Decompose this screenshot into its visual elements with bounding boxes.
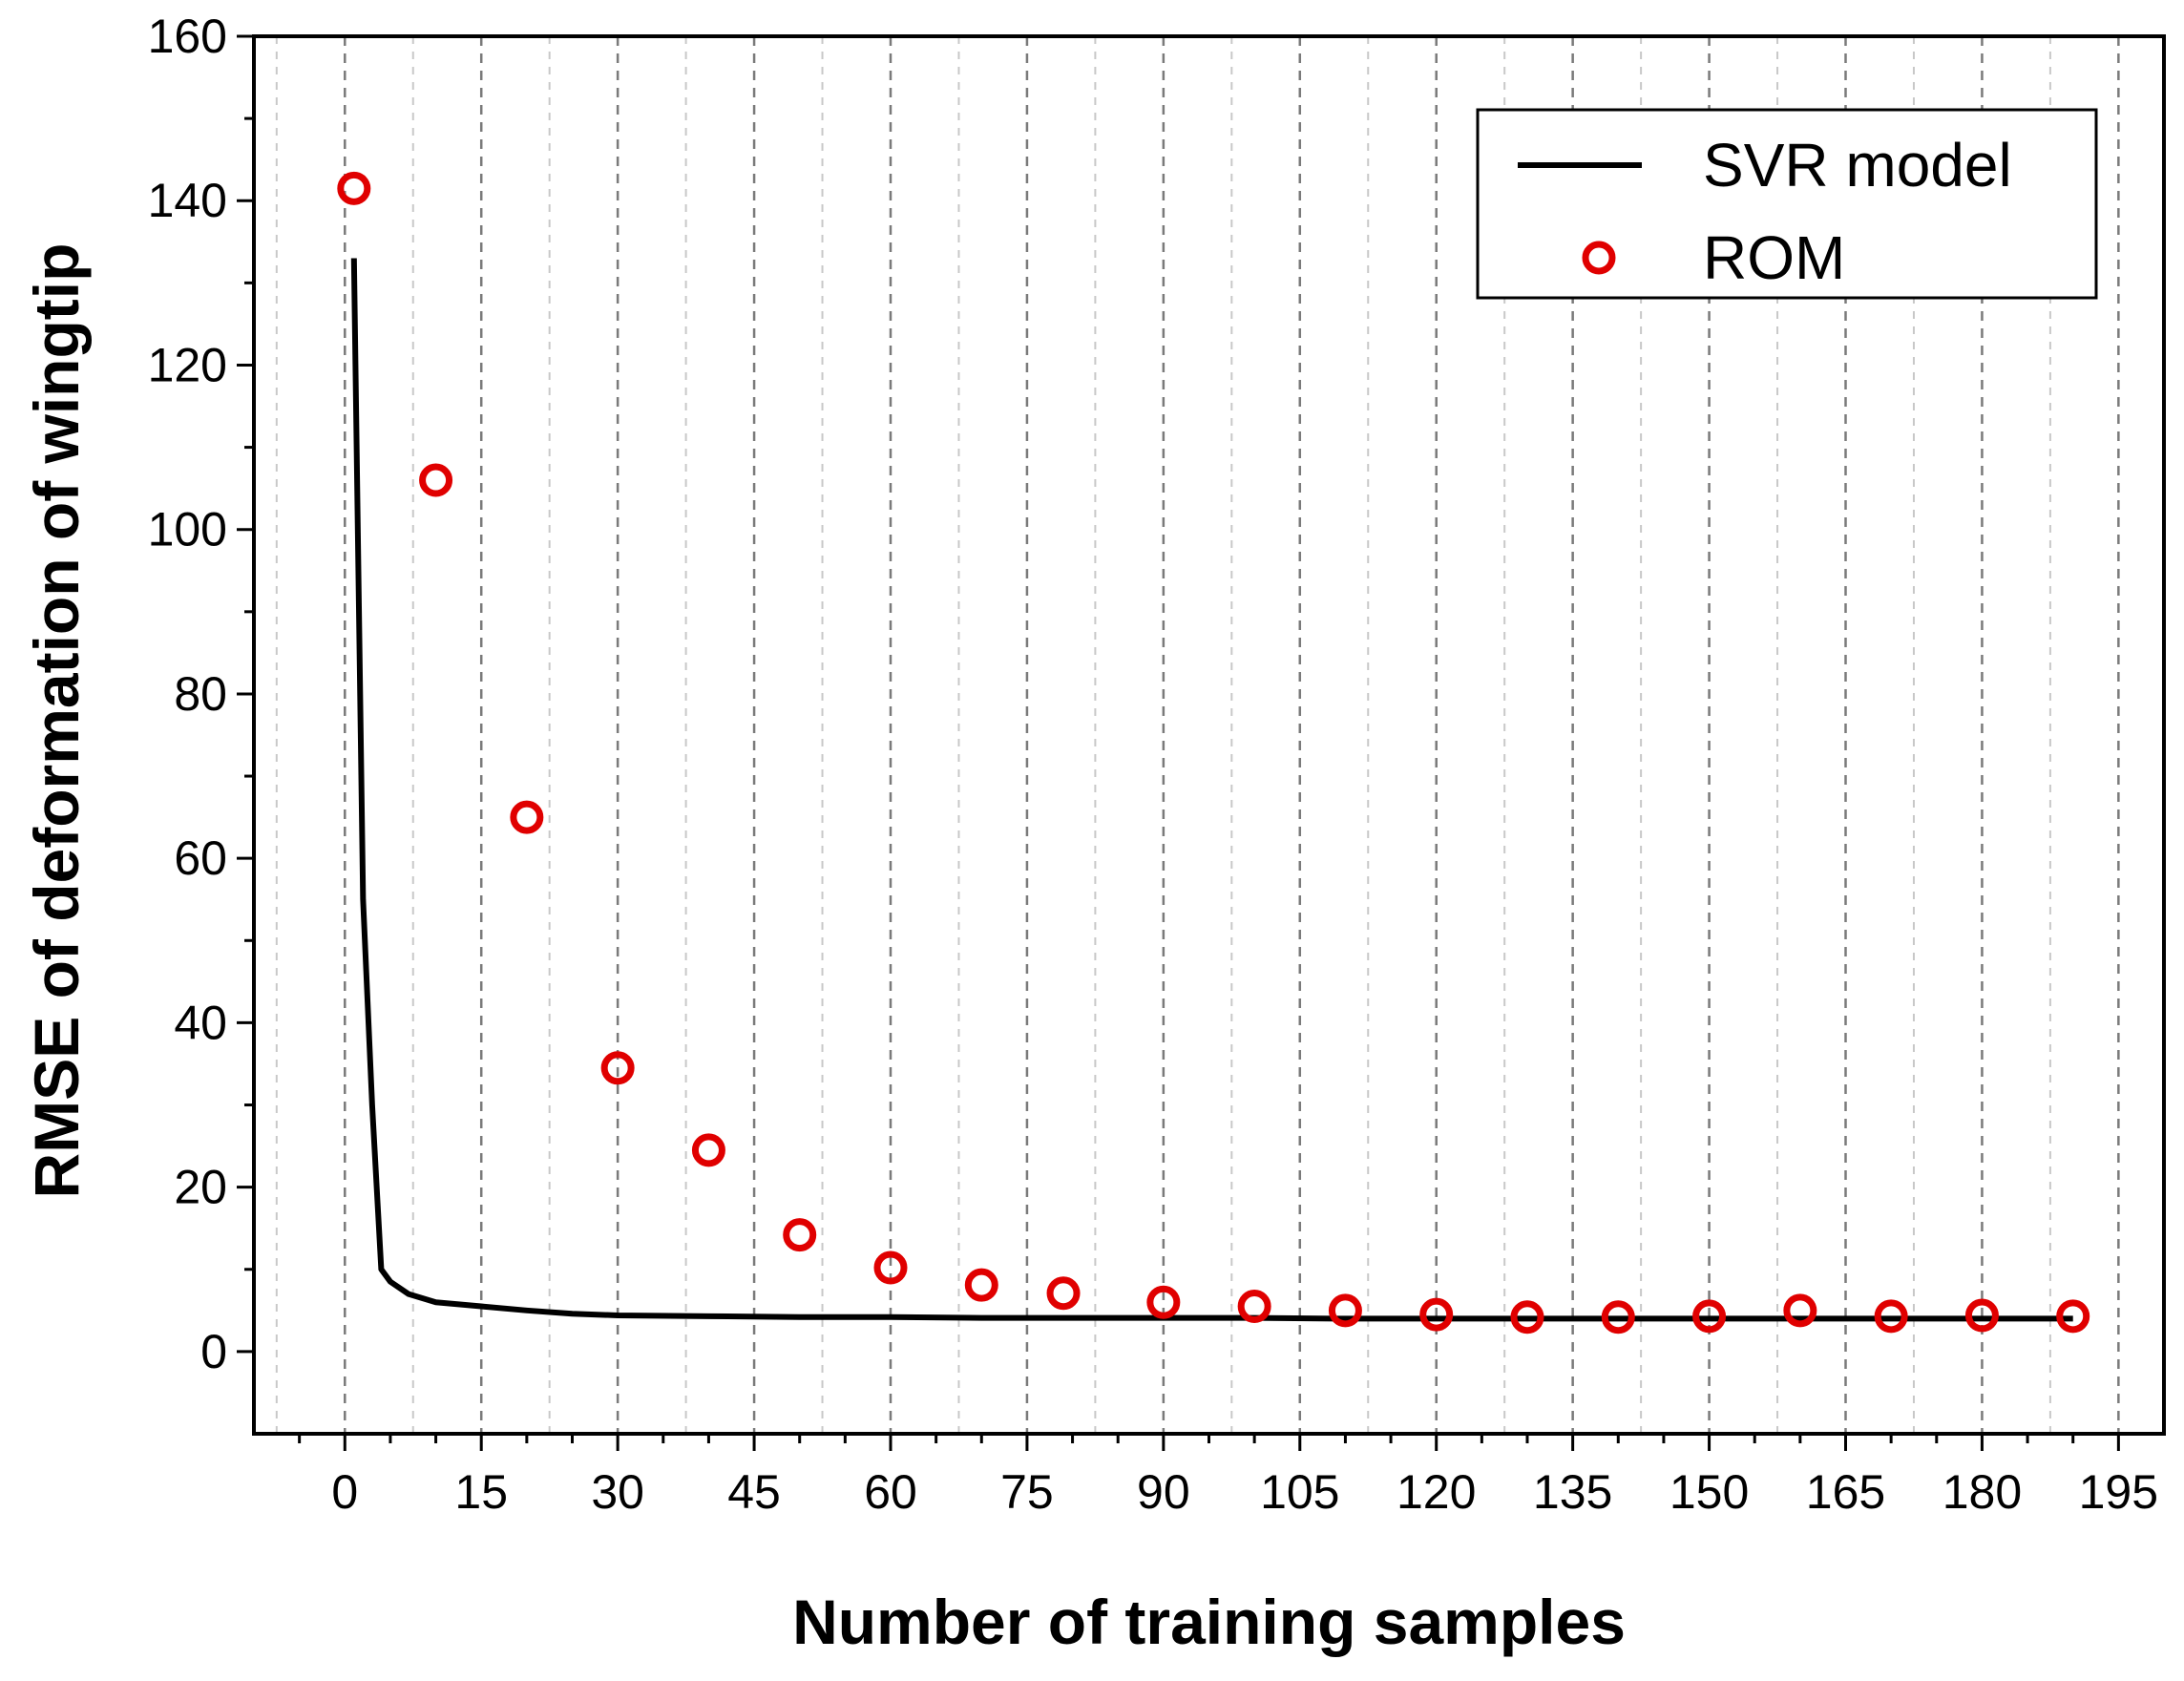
- rom-point: [1874, 1299, 1908, 1334]
- rom-point: [1046, 1276, 1081, 1311]
- y-tick-label: 0: [200, 1325, 227, 1378]
- rom-point: [691, 1133, 725, 1167]
- rom-point: [873, 1250, 908, 1285]
- legend-svr-label: SVR model: [1703, 131, 2012, 200]
- x-axis-title: Number of training samples: [792, 1586, 1626, 1657]
- rom-point: [1783, 1293, 1817, 1328]
- x-tick-label: 120: [1396, 1465, 1476, 1519]
- series-layer: [337, 171, 2090, 1334]
- y-tick-label: 140: [148, 174, 227, 227]
- x-tick-label: 150: [1670, 1465, 1749, 1519]
- rom-point: [1692, 1299, 1727, 1334]
- y-tick-label: 60: [174, 831, 227, 885]
- x-tick-label: 60: [864, 1465, 917, 1519]
- rom-point: [1328, 1293, 1362, 1328]
- rom-point: [1601, 1300, 1635, 1334]
- x-tick-label: 105: [1260, 1465, 1339, 1519]
- y-tick-label: 100: [148, 503, 227, 557]
- rom-point: [783, 1218, 817, 1252]
- axes-layer: 0 15 30 45 60 75 90 105 120 135 150 165 180 195 0 20 40 6…: [148, 10, 2166, 1519]
- rom-point: [510, 800, 544, 834]
- x-tick-label: 180: [1942, 1465, 2022, 1519]
- x-tick-label: 15: [454, 1465, 508, 1519]
- y-tick-label: 40: [174, 996, 227, 1049]
- rom-point: [600, 1051, 635, 1085]
- rom-point: [1964, 1298, 1999, 1333]
- legend: SVR model ROM: [1476, 108, 2098, 300]
- rom-point: [2056, 1299, 2090, 1334]
- x-tick-label: 30: [591, 1465, 644, 1519]
- x-tick-label: 75: [1000, 1465, 1054, 1519]
- y-tick-label: 160: [148, 10, 227, 63]
- rom-point: [419, 463, 453, 497]
- x-tick-label: 0: [331, 1465, 358, 1519]
- rom-point: [1419, 1297, 1454, 1332]
- x-tick-label: 135: [1533, 1465, 1612, 1519]
- legend-box: [1476, 108, 2098, 300]
- x-tick-label: 90: [1137, 1465, 1190, 1519]
- x-tick-label: 165: [1806, 1465, 1885, 1519]
- y-axis-title: RMSE of deformation of wingtip: [21, 243, 92, 1199]
- rom-point: [1510, 1300, 1544, 1334]
- y-tick-label: 20: [174, 1161, 227, 1214]
- x-tick-label: 45: [727, 1465, 781, 1519]
- legend-rom-swatch: [1582, 241, 1616, 275]
- rom-point: [964, 1268, 998, 1302]
- legend-rom-label: ROM: [1703, 223, 1845, 292]
- svr-model-line: [350, 258, 2073, 1322]
- y-tick-label: 120: [148, 338, 227, 391]
- rom-point: [1237, 1290, 1271, 1324]
- rom-point: [1146, 1285, 1181, 1319]
- x-tick-label: 195: [2079, 1465, 2158, 1519]
- y-tick-label: 80: [174, 667, 227, 721]
- rom-point: [337, 171, 371, 205]
